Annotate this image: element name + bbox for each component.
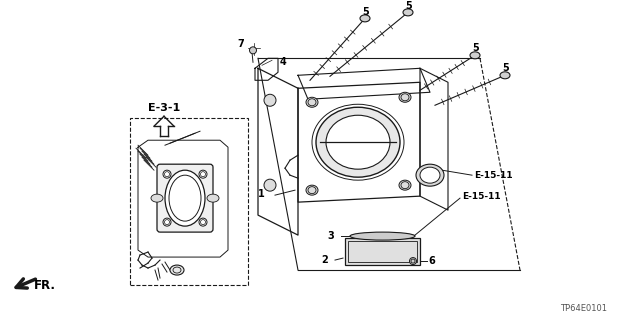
Text: 5: 5 <box>405 1 412 11</box>
Bar <box>345 238 420 265</box>
Text: TP64E0101: TP64E0101 <box>560 303 607 313</box>
Ellipse shape <box>470 52 480 59</box>
Ellipse shape <box>420 167 440 183</box>
Ellipse shape <box>316 107 400 177</box>
Text: E-15-11: E-15-11 <box>474 171 513 180</box>
Ellipse shape <box>500 72 510 79</box>
Ellipse shape <box>264 94 276 106</box>
Ellipse shape <box>165 170 205 226</box>
Ellipse shape <box>399 180 411 190</box>
Ellipse shape <box>410 257 417 264</box>
Ellipse shape <box>250 47 257 54</box>
Ellipse shape <box>163 170 171 178</box>
Text: FR.: FR. <box>34 278 56 292</box>
Text: 3: 3 <box>327 231 334 241</box>
Text: 5: 5 <box>362 7 369 17</box>
Ellipse shape <box>170 265 184 275</box>
Text: 2: 2 <box>321 255 328 265</box>
Ellipse shape <box>151 194 163 202</box>
Text: 1: 1 <box>259 189 265 199</box>
Ellipse shape <box>399 92 411 102</box>
Ellipse shape <box>199 170 207 178</box>
Ellipse shape <box>360 15 370 22</box>
Ellipse shape <box>163 218 171 226</box>
Ellipse shape <box>350 232 415 240</box>
Text: 5: 5 <box>502 63 509 73</box>
Ellipse shape <box>326 115 390 169</box>
Ellipse shape <box>306 185 318 195</box>
Text: E-3-1: E-3-1 <box>148 103 180 113</box>
Ellipse shape <box>416 164 444 186</box>
Ellipse shape <box>306 97 318 107</box>
Ellipse shape <box>403 9 413 16</box>
Bar <box>130 118 248 285</box>
FancyBboxPatch shape <box>157 164 213 232</box>
Ellipse shape <box>199 218 207 226</box>
Text: 5: 5 <box>472 43 479 53</box>
Text: 4: 4 <box>280 57 287 67</box>
Text: 7: 7 <box>237 39 244 49</box>
Text: E-15-11: E-15-11 <box>462 192 500 201</box>
Bar <box>348 241 417 262</box>
Ellipse shape <box>207 194 219 202</box>
Ellipse shape <box>264 179 276 191</box>
Text: 6: 6 <box>428 256 435 266</box>
